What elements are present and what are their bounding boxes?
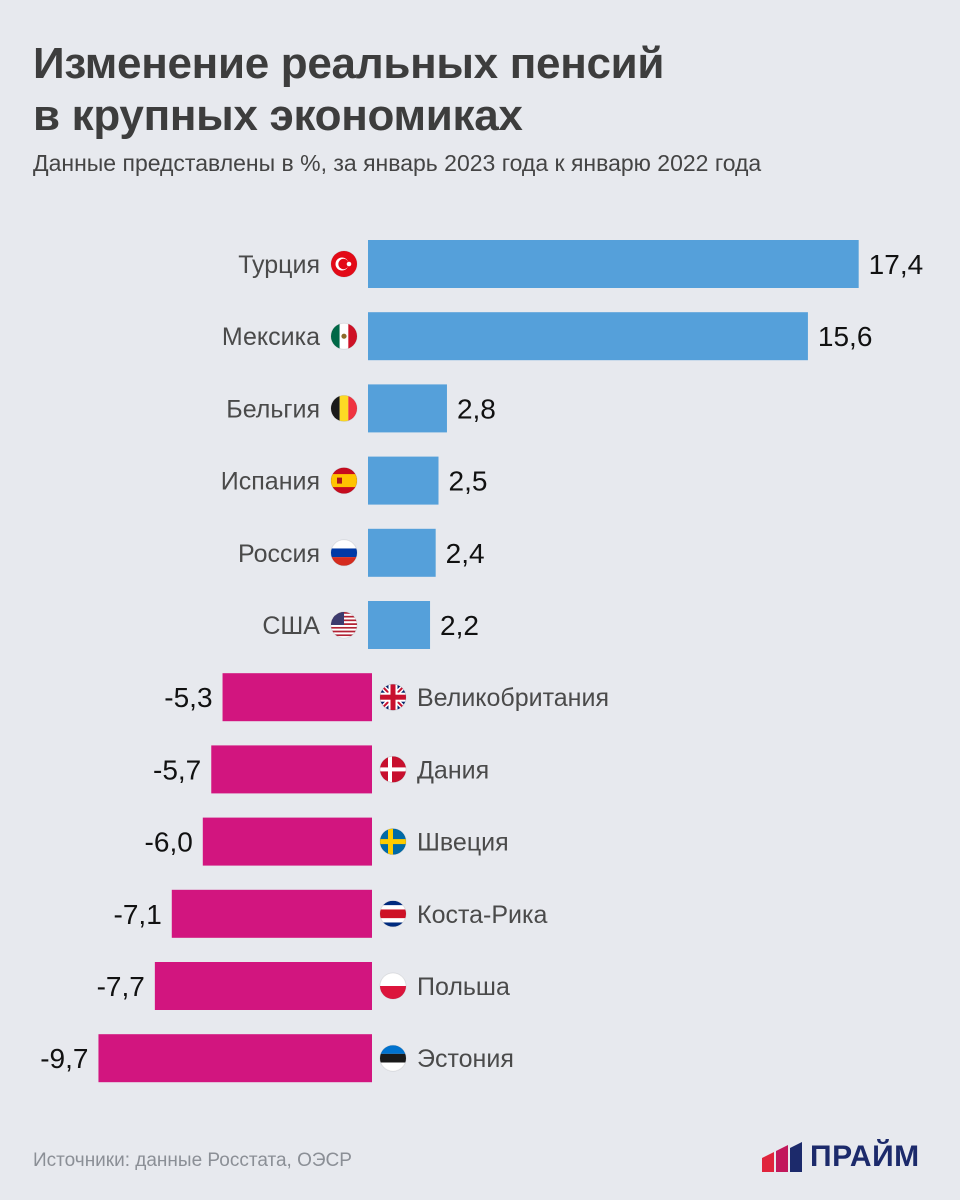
value-label: 2,5 [449,466,488,497]
category-label: Россия [238,540,320,568]
bar [222,673,372,722]
bar-row: -7,7 Польша [97,962,510,1010]
category-label: Эстония [417,1045,514,1073]
value-label: -7,1 [114,899,162,930]
russia-flag-icon [330,539,358,567]
value-label: 15,6 [818,321,873,352]
logo-text: ПРАЙМ [810,1140,920,1173]
bar-row: -7,1 Коста-Рика [114,889,547,938]
turkey-flag-icon [330,250,358,278]
bar [202,817,372,866]
value-label: 2,2 [440,610,479,641]
bar [368,312,808,361]
category-label: Коста-Рика [417,901,547,929]
source-note: Источники: данные Росстата, ОЭСР [33,1150,352,1171]
poland-flag-icon [379,972,407,1000]
value-label: 17,4 [869,249,924,280]
denmark-flag-icon [379,755,407,783]
uk-flag-icon [379,683,407,711]
bar-row: 2,2 США [262,601,479,649]
bar-row: -6,0 Швеция [145,817,509,866]
bar-row: 2,4 Россия [238,528,485,577]
bar [368,456,439,505]
bar-row: 17,4 Турция [238,240,923,288]
bar [98,1034,373,1083]
value-label: -7,7 [97,971,145,1002]
mexico-flag-icon [330,322,358,350]
bar [154,962,372,1010]
bar-row: 2,8 Бельгия [226,384,496,433]
usa-flag-icon [330,611,358,639]
value-label: 2,4 [446,538,485,569]
bar [171,889,372,938]
costa-rica-flag-icon [379,900,407,928]
category-label: Испания [221,468,320,496]
value-label: -5,3 [164,682,212,713]
bar-row: 15,6 Мексика [222,312,873,361]
category-label: Великобритания [417,684,609,712]
prime-logo: ПРАЙМ [762,1140,920,1174]
chart-title: Изменение реальных пенсий в крупных экон… [33,38,664,142]
sweden-flag-icon [379,828,407,856]
bar-chart: 17,4 Турция 15,6 Мексика 2,8 Бельгия 2,5 Испани… [40,240,923,1083]
bar [368,601,431,649]
title-line-2: в крупных экономиках [33,91,523,140]
value-label: 2,8 [457,393,496,424]
category-label: Дания [417,756,489,784]
value-label: -6,0 [145,827,193,858]
estonia-flag-icon [379,1044,407,1072]
bar-row: -5,7 Дания [153,745,489,794]
bar [368,528,436,577]
title-line-1: Изменение реальных пенсий [33,39,665,88]
category-label: Швеция [417,829,509,857]
chart-subtitle: Данные представлены в %, за январь 2023 … [33,150,762,176]
bar [368,384,447,433]
spain-flag-icon [330,467,358,495]
bar [211,745,372,794]
bar [368,240,859,288]
category-label: Бельгия [226,395,320,423]
value-label: -5,7 [153,754,201,785]
bar-row: 2,5 Испания [221,456,488,505]
category-label: США [262,612,320,640]
category-label: Мексика [222,323,320,351]
bar-row: -9,7 Эстония [40,1034,514,1083]
category-label: Турция [238,251,320,279]
prime-logo-icon [762,1142,802,1172]
value-label: -9,7 [40,1043,88,1074]
belgium-flag-icon [330,394,358,422]
bar-row: -5,3 Великобритания [164,673,609,722]
category-label: Польша [417,973,510,1001]
